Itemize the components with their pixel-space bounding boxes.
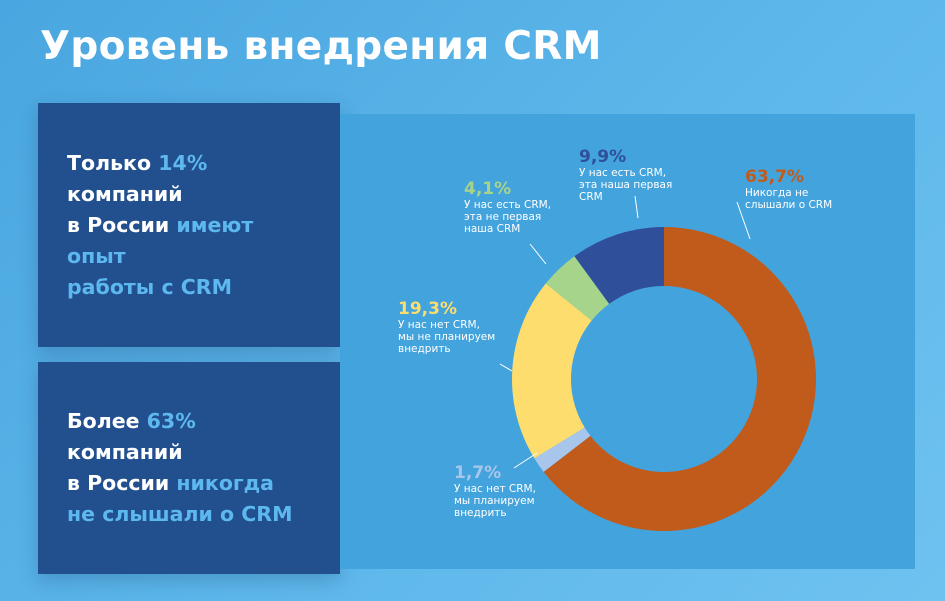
card-text: в России [67, 471, 177, 495]
category-label: У нас есть CRM, [464, 199, 551, 211]
category-label: мы планируем [454, 495, 535, 507]
highlight-text: имеют [176, 212, 254, 237]
highlight-text: 14% [158, 150, 208, 175]
category-label: наша CRM [464, 223, 520, 235]
leader-line [634, 195, 639, 219]
card-line: в России имеют [67, 210, 322, 241]
donut-slice [545, 256, 610, 321]
card-text: в России [67, 212, 177, 237]
data-label: 19,3% [398, 299, 457, 319]
category-label: эта наша первая [579, 179, 672, 191]
card-line: компаний [67, 437, 322, 468]
category-label: мы не планируем [398, 331, 495, 343]
category-label: эта не первая [464, 211, 541, 223]
chart-panel: 63,7% Никогда не слышали о CRM 1,7% У нас не… [340, 114, 915, 569]
card-line: опыт [67, 241, 322, 272]
card-line: не слышали о CRM [67, 499, 322, 530]
data-label: 9,9% [579, 147, 626, 167]
data-label: 4,1% [464, 179, 511, 199]
card-text: Только [67, 150, 159, 175]
leader-line [529, 243, 547, 265]
category-label: CRM [579, 191, 603, 203]
highlight-text: опыт [67, 243, 126, 268]
donut-slice [534, 427, 591, 472]
page-title: Уровень внедрения CRM [40, 24, 602, 69]
category-label: внедрить [454, 507, 507, 519]
category-label: Никогда не [745, 187, 808, 199]
donut-slice [574, 227, 664, 304]
highlight-text: никогда [176, 471, 275, 495]
category-label: У нас нет CRM, [454, 483, 536, 495]
card-text: Более [67, 409, 147, 433]
category-label: внедрить [398, 343, 451, 355]
category-label: У нас есть CRM, [579, 167, 666, 179]
data-label: 1,7% [454, 463, 501, 483]
card-line: Только 14% [67, 148, 322, 179]
data-label: 63,7% [745, 167, 804, 187]
card-line: Более 63% [67, 406, 322, 437]
highlight-text: 63% [146, 409, 196, 433]
category-label: слышали о CRM [745, 199, 832, 211]
donut-slice [511, 283, 592, 459]
category-label: У нас нет CRM, [398, 319, 480, 331]
stat-card-never-heard: Более 63% компаний в России никогда не слыш… [38, 362, 340, 574]
leader-line [499, 363, 513, 372]
card-text: компаний [67, 181, 183, 206]
stat-card-crm-experience: Только 14% компаний в России имеют опыт рабо… [38, 103, 340, 347]
card-text: компаний [67, 440, 183, 464]
card-line: компаний [67, 179, 322, 210]
card-line: работы с CRM [67, 272, 322, 303]
donut-slice [543, 227, 816, 531]
highlight-text: работы с CRM [67, 274, 232, 299]
leader-line [736, 201, 751, 240]
leader-line [513, 452, 538, 469]
highlight-text: не слышали о CRM [67, 502, 293, 526]
card-line: в России никогда [67, 468, 322, 499]
